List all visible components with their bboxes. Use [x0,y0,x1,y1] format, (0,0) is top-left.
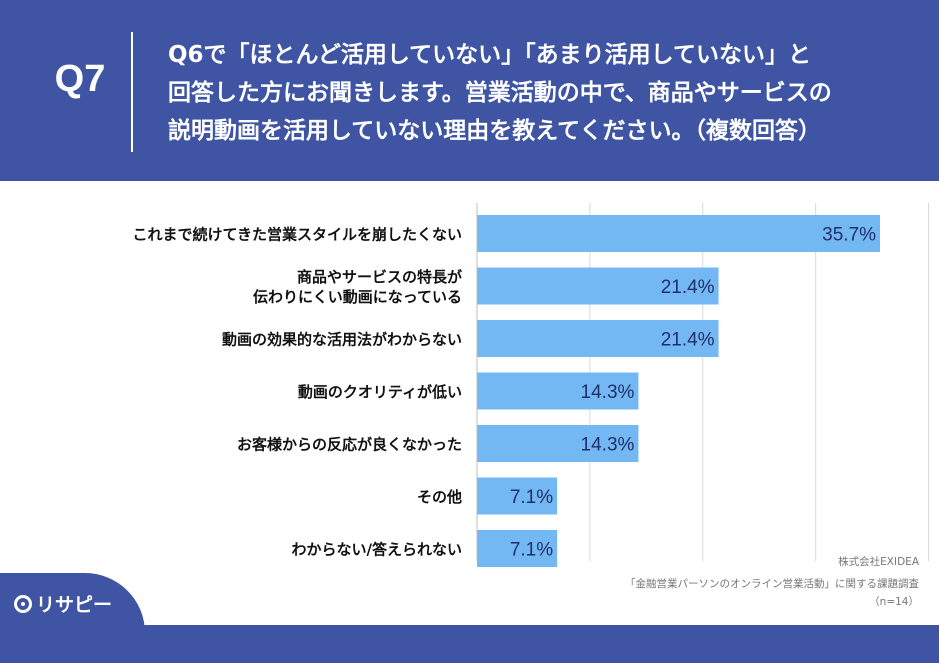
bar [477,267,719,305]
data-label: 7.1% [510,540,553,561]
category-label: 動画の効果的な活用法がわからない [222,331,462,349]
source-sample-size: （n=14） [869,596,919,608]
category-label: 伝わりにくい動画になっている [253,288,462,306]
data-label: 14.3% [581,382,635,403]
logo-icon [14,595,32,613]
category-label: お客様からの反応が良くなかった [237,436,462,454]
bar [477,215,880,252]
category-label: わからない/答えられない [292,541,462,559]
chart-panel [0,181,939,625]
category-label: 動画のクオリティが低い [298,383,462,401]
logo-text: リサピー [36,594,113,616]
data-label: 21.4% [661,277,715,298]
bar [477,320,719,357]
data-label: 35.7% [822,225,876,246]
bar-chart: 35.7% これまで続けてきた営業スタイルを崩したくない 21.4% 商品やサービスの… [132,203,930,567]
bar [477,372,639,410]
category-label: その他 [417,488,462,506]
question-text: Q6で「ほとんど活用していない」「あまり活用していない」と 回答した方にお聞きし… [168,42,832,144]
category-label: これまで続けてきた営業スタイルを崩したくない [132,226,462,244]
data-label: 14.3% [581,435,635,456]
header-divider [131,32,133,152]
brand-logo: リサピー [14,590,112,617]
bar [477,477,558,515]
question-number: Q7 [54,58,106,100]
category-label: 商品やサービスの特長が [297,268,463,286]
source-survey: 「金融営業パーソンのオンライン営業活動」に関する課題調査 [625,578,919,590]
bar [477,530,558,567]
source-company: 株式会社EXIDEA [838,556,919,568]
data-label: 21.4% [661,330,715,351]
data-label: 7.1% [510,487,553,508]
bar [477,425,639,462]
logo-tab [0,573,145,663]
